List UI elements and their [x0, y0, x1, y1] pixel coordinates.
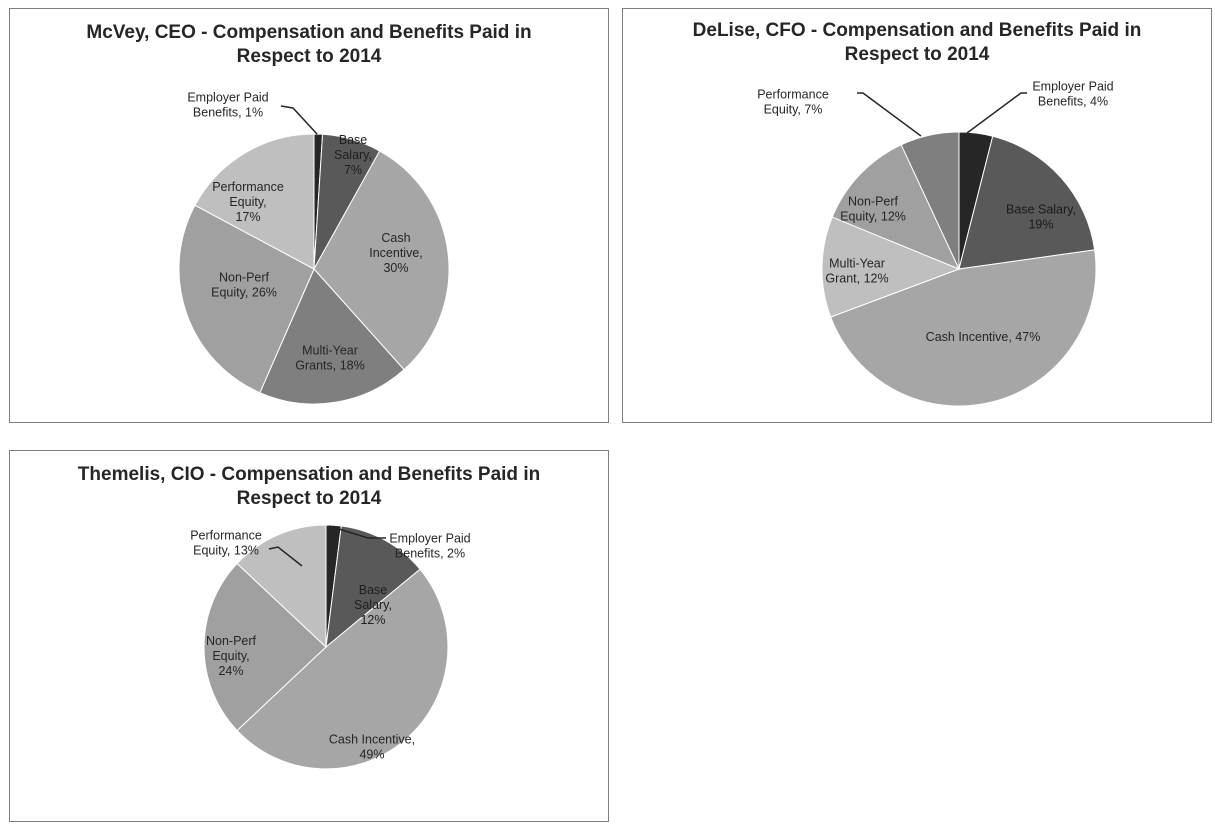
- chart-panel-cio: Themelis, CIO - Compensation and Benefit…: [9, 450, 609, 822]
- chart-title-line: Respect to 2014: [236, 46, 382, 67]
- pie-slice-performance-equity: [900, 131, 960, 270]
- chart-title: DeLise, CFO - Compensation and Benefits …: [623, 19, 1211, 67]
- data-label-base-salary: Base Salary, 7%: [334, 133, 372, 177]
- chart-title-line: McVey, CEO - Compensation and Benefits P…: [86, 22, 532, 43]
- leader-line: [857, 92, 922, 137]
- chart-title-line: DeLise, CFO - Compensation and Benefits …: [692, 20, 1142, 41]
- leader-line: [966, 92, 1027, 134]
- pie-slice-cash-incentive: [830, 249, 1097, 407]
- pie-chart-ceo: Employer Paid Benefits, 1% Base Salary, 7% Ca…: [178, 91, 450, 405]
- data-label-employer-paid-benefits: Employer Paid Benefits, 2%: [389, 532, 470, 561]
- chart-panel-cfo: DeLise, CFO - Compensation and Benefits …: [622, 8, 1212, 423]
- pie-slices: [203, 524, 449, 770]
- data-label-base-salary: Base Salary, 12%: [354, 583, 392, 627]
- data-label-multi-year-grant: Multi-Year Grant, 12%: [825, 257, 888, 286]
- pie-labels: Employer Paid Benefits, 2% Base Salary, 12% C…: [190, 525, 471, 762]
- chart-title-line: Respect to 2014: [236, 488, 382, 509]
- leader-line: [268, 546, 303, 567]
- pie-chart-cio: Employer Paid Benefits, 2% Base Salary, 12% C…: [190, 524, 471, 770]
- pie-slice-performance-equity: [236, 524, 327, 649]
- chart-title-line: Themelis, CIO - Compensation and Benefit…: [77, 464, 541, 485]
- pie-chart-cfo: Employer Paid Benefits, 4% Base Salary, 19%…: [757, 80, 1114, 407]
- data-label-employer-paid-benefits: Employer Paid Benefits, 1%: [187, 91, 268, 120]
- data-label-base-salary: Base Salary, 19%: [1006, 203, 1076, 232]
- data-label-cash-incentive: Cash Incentive, 47%: [926, 330, 1041, 344]
- chart-title: Themelis, CIO - Compensation and Benefit…: [10, 463, 608, 511]
- pie-slice-multi-year-grants: [259, 268, 405, 405]
- data-label-performance-equity: Performance Equity, 13%: [190, 529, 262, 558]
- data-label-performance-equity: Performance Equity, 17%: [212, 180, 284, 224]
- data-label-cash-incentive: Cash Incentive, 30%: [369, 231, 423, 275]
- data-label-performance-equity: Performance Equity, 7%: [757, 88, 829, 117]
- leader-line: [280, 105, 318, 135]
- pie-slice-cash-incentive: [236, 568, 449, 770]
- pie-slice-non-perf-equity: [831, 144, 960, 270]
- data-label-multi-year-grants: Multi-Year Grants, 18%: [295, 344, 364, 373]
- pie-slice-non-perf-equity: [203, 562, 327, 732]
- data-label-cash-incentive: Cash Incentive, 49%: [329, 733, 415, 762]
- chart-title-line: Respect to 2014: [844, 44, 990, 65]
- pie-labels: Employer Paid Benefits, 1% Base Salary, 7% Ca…: [187, 91, 422, 373]
- data-label-non-perf-equity: Non-Perf Equity, 12%: [840, 195, 906, 224]
- data-label-non-perf-equity: Non-Perf Equity, 24%: [206, 634, 257, 678]
- leader-line: [328, 525, 386, 539]
- pie-slice-base-salary: [325, 525, 421, 649]
- pie-slice-multi-year-grant: [821, 216, 961, 318]
- data-label-employer-paid-benefits: Employer Paid Benefits, 4%: [1032, 80, 1113, 109]
- pie-slices: [178, 133, 450, 405]
- pie-labels: Employer Paid Benefits, 4% Base Salary, 19%…: [757, 80, 1113, 345]
- chart-panel-ceo: McVey, CEO - Compensation and Benefits P…: [9, 8, 609, 423]
- chart-title: McVey, CEO - Compensation and Benefits P…: [10, 21, 608, 69]
- pie-slice-performance-equity: [194, 133, 315, 270]
- pie-slice-base-salary: [958, 135, 1096, 270]
- data-label-non-perf-equity: Non-Perf Equity, 26%: [211, 271, 277, 300]
- pie-slice-non-perf-equity: [178, 204, 315, 394]
- pie-slice-cash-incentive: [313, 150, 450, 371]
- pie-slices: [821, 131, 1097, 407]
